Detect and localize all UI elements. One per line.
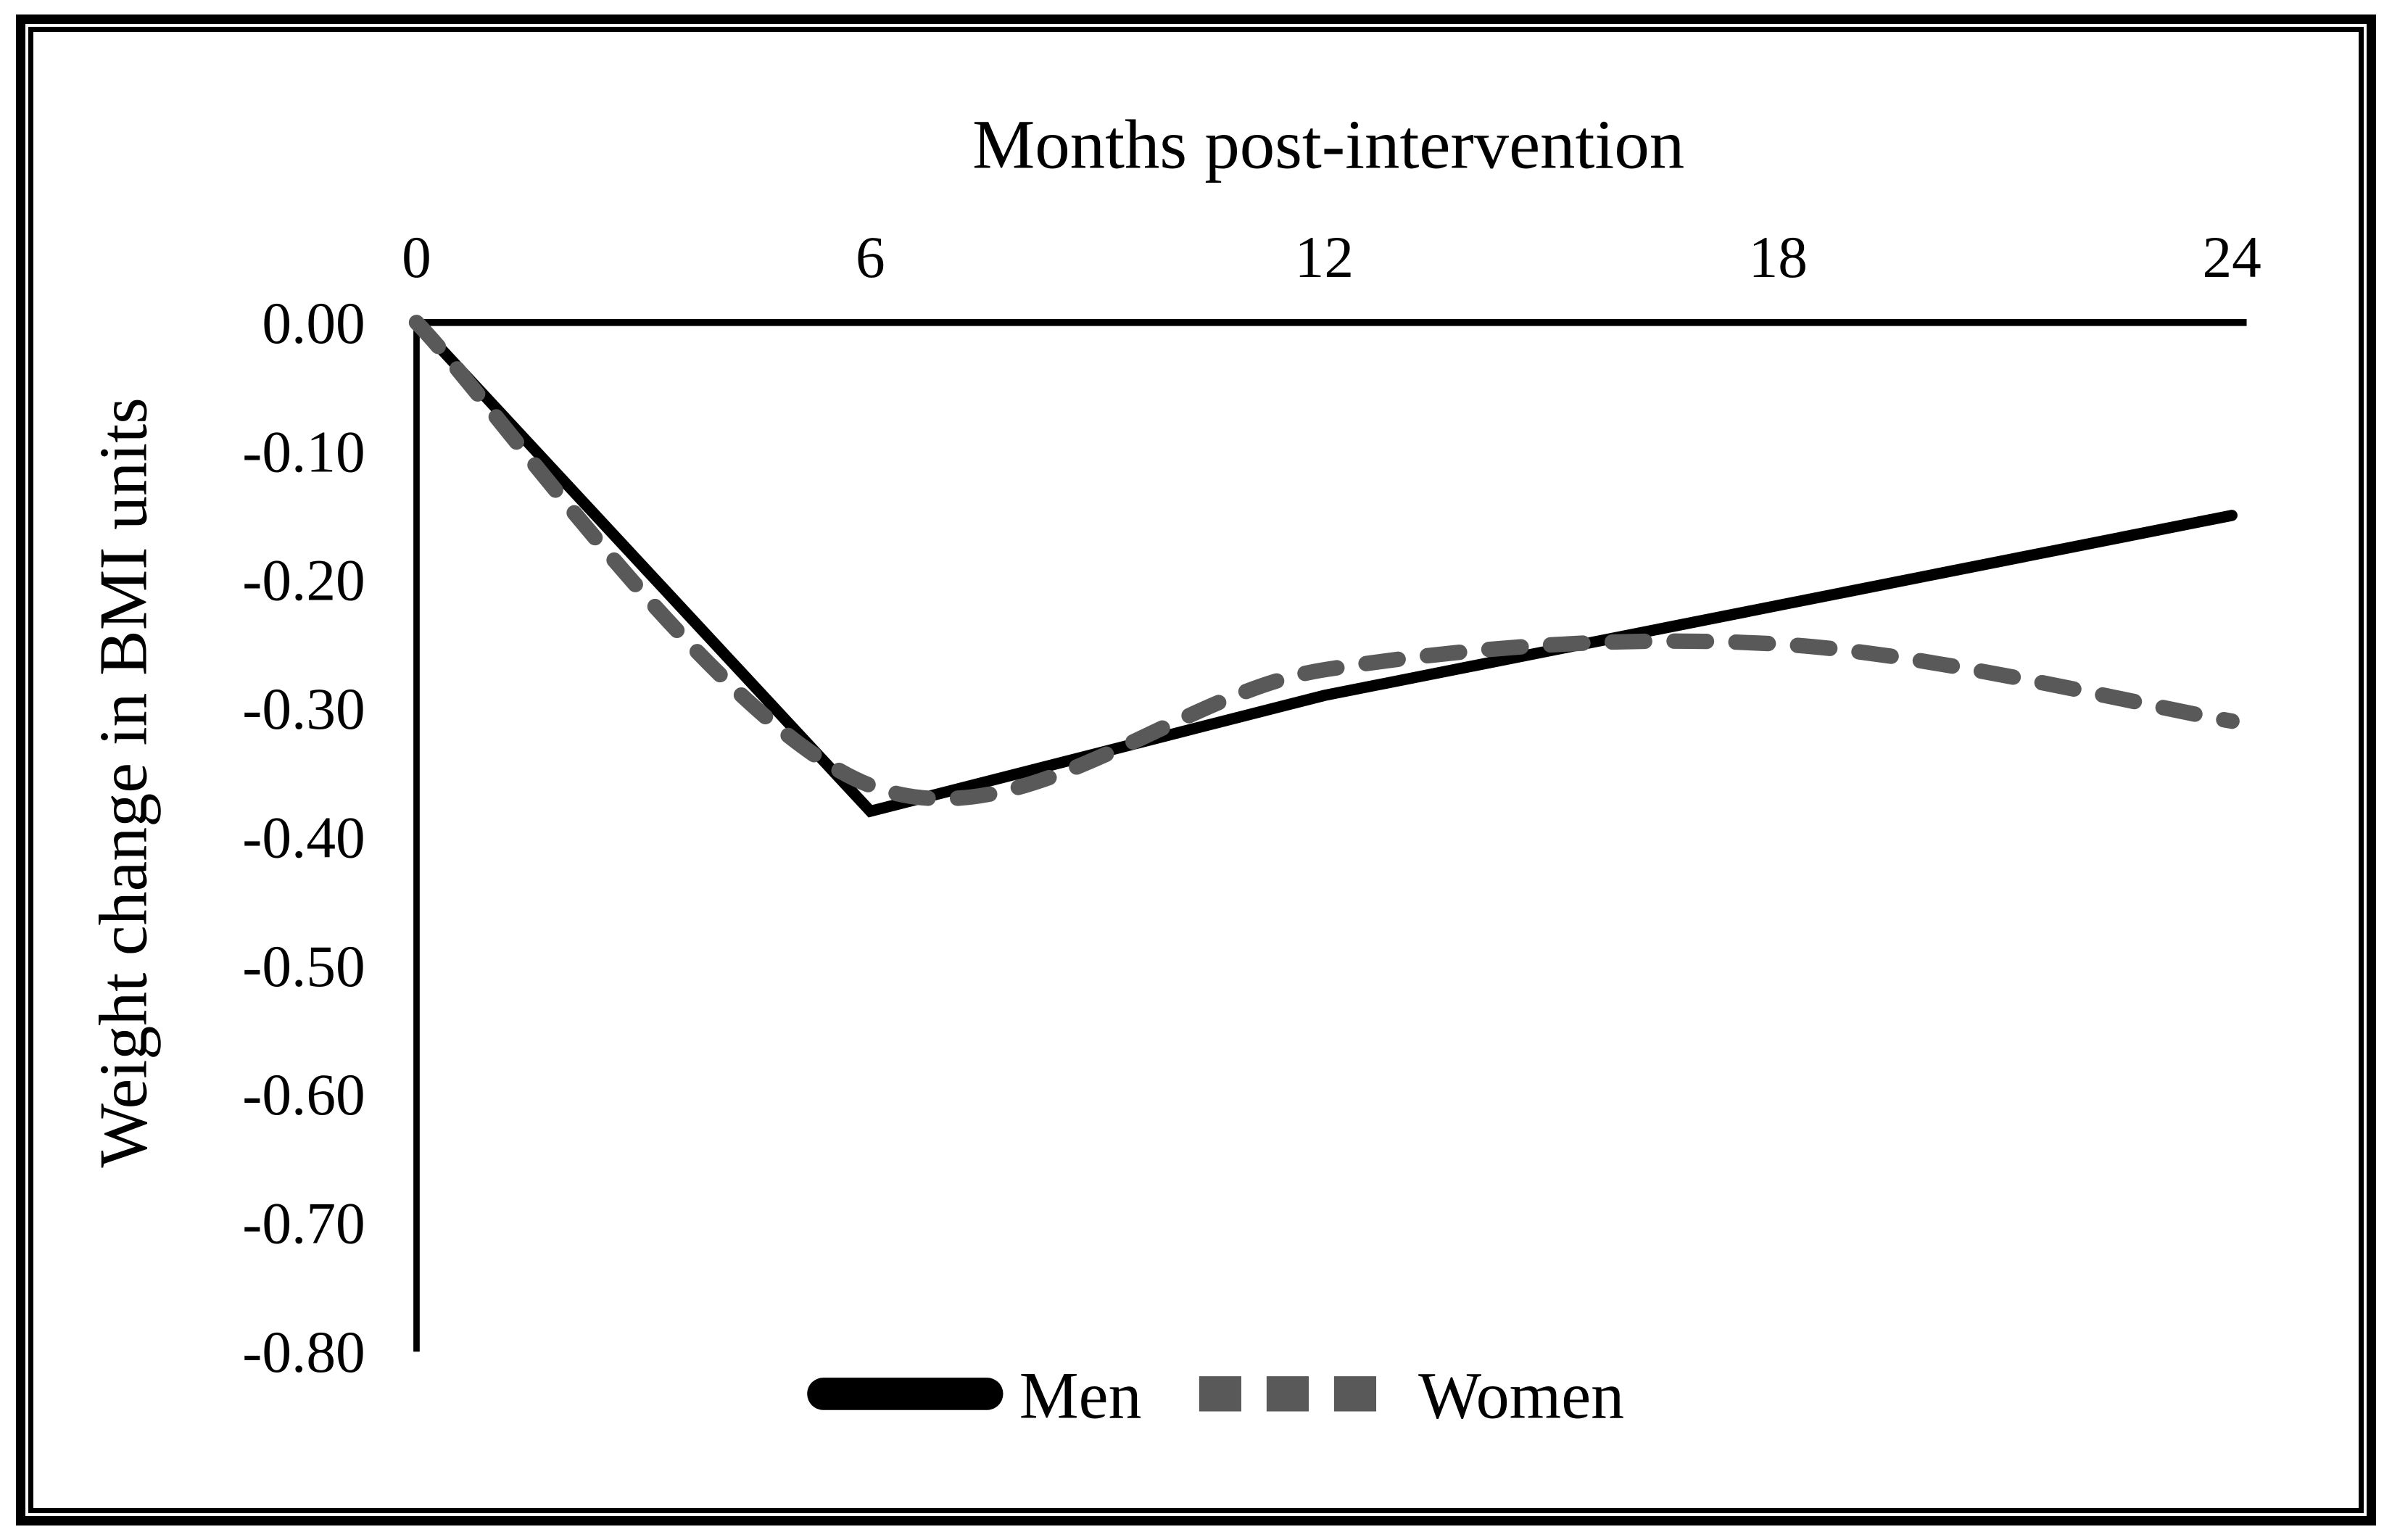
x-tick-label: 12 (1295, 224, 1354, 290)
legend: Men Women (807, 1358, 1624, 1432)
figure-border: Months post-intervention 0 6 12 18 24 0.00 -0… (16, 15, 2376, 1525)
y-tick-label: -0.60 (242, 1061, 365, 1127)
y-tick-label: -0.50 (242, 933, 365, 999)
y-tick-label: 0.00 (262, 290, 365, 356)
x-tick-label: 24 (2202, 224, 2261, 290)
legend-women-label: Women (1418, 1358, 1624, 1432)
legend-men-label: Men (1019, 1358, 1142, 1432)
series-line-men (410, 317, 2238, 818)
x-tick-label: 6 (856, 224, 885, 290)
x-axis-title: Months post-intervention (972, 106, 1684, 183)
x-tick-labels: 0 6 12 18 24 (402, 224, 2261, 290)
y-axis-title: Weight change in BMI units (86, 397, 161, 1167)
y-tick-label: -0.10 (242, 418, 365, 484)
data-series (408, 315, 2240, 818)
y-tick-label: -0.20 (242, 547, 365, 613)
x-tick-label: 18 (1749, 224, 1808, 290)
y-tick-label: -0.70 (242, 1191, 365, 1257)
series-line-women (408, 315, 2240, 807)
y-tick-label: -0.40 (242, 804, 365, 870)
x-tick-label: 0 (402, 224, 431, 290)
y-tick-label: -0.30 (242, 676, 365, 742)
bmi-change-chart: Months post-intervention 0 6 12 18 24 0.00 -0… (86, 106, 2261, 1433)
y-tick-label: -0.80 (242, 1319, 365, 1385)
y-tick-labels: 0.00 -0.10 -0.20 -0.30 -0.40 -0.50 -0.60 -0.70 -… (242, 290, 365, 1385)
